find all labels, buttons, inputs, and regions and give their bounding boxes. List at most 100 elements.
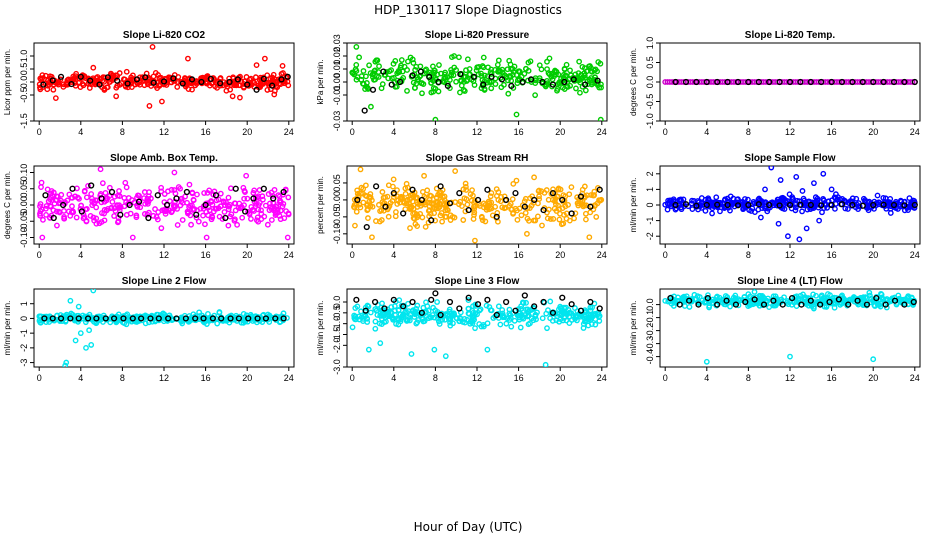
- reference-point: [703, 201, 710, 209]
- panel-title: Slope Li-820 Temp.: [745, 30, 836, 41]
- data-point: [466, 66, 473, 72]
- data-point: [462, 180, 469, 187]
- x-tick-label: 8: [120, 127, 125, 137]
- data-point: [410, 79, 417, 86]
- outlier-point: [432, 116, 439, 121]
- data-point: [101, 85, 108, 92]
- data-point: [553, 317, 560, 324]
- data-point: [372, 306, 379, 312]
- data-point: [880, 296, 887, 303]
- panel-2: Slope Li-820 Pressure 0 4 8 12 16 20 24 -0.03 -0.…: [316, 30, 608, 137]
- data-point: [215, 205, 222, 212]
- x-tick-label: 4: [391, 250, 396, 260]
- data-point: [591, 192, 597, 199]
- y-axis-label: ml/min per min.: [316, 301, 325, 356]
- data-point: [417, 210, 424, 217]
- reference-point: [911, 201, 918, 209]
- data-point: [547, 298, 554, 305]
- data-point: [570, 312, 577, 319]
- y-axis-label: degrees C per min.: [629, 48, 638, 116]
- data-point: [823, 304, 830, 310]
- reference-point: [173, 315, 180, 322]
- reference-point: [577, 193, 585, 200]
- data-point: [450, 320, 456, 327]
- reference-point: [587, 298, 594, 306]
- data-point: [233, 82, 239, 88]
- data-point: [571, 215, 577, 222]
- panel-title: Slope Sample Flow: [744, 153, 835, 164]
- data-point: [479, 63, 486, 69]
- data-point: [559, 84, 566, 91]
- outlier-point: [243, 172, 250, 179]
- data-point: [227, 201, 233, 208]
- data-point: [39, 72, 46, 79]
- data-point: [73, 214, 80, 221]
- data-point: [231, 200, 238, 207]
- data-point: [514, 216, 521, 223]
- data-point: [825, 291, 831, 297]
- reference-point: [262, 315, 270, 322]
- data-point: [598, 84, 604, 91]
- data-point: [505, 90, 512, 97]
- data-point: [727, 303, 733, 310]
- data-point: [379, 189, 386, 195]
- data-point: [136, 192, 142, 199]
- data-point: [785, 301, 792, 308]
- data-point: [548, 73, 555, 80]
- outlier-point: [90, 64, 97, 71]
- data-points: [37, 166, 292, 241]
- data-point: [437, 212, 444, 219]
- data-point: [538, 188, 545, 195]
- reference-point: [68, 80, 75, 88]
- data-point: [751, 289, 758, 295]
- data-point: [702, 298, 708, 305]
- x-tick-label: 0: [37, 127, 42, 137]
- reference-point: [488, 73, 495, 80]
- data-point: [381, 319, 388, 326]
- data-point: [398, 57, 405, 63]
- data-point: [98, 199, 105, 206]
- data-point: [113, 84, 120, 91]
- data-point: [266, 200, 273, 207]
- data-point: [749, 301, 756, 308]
- data-point: [419, 90, 425, 97]
- reference-point: [254, 315, 261, 322]
- data-point: [431, 210, 438, 217]
- reference-point: [260, 75, 267, 82]
- data-point: [172, 190, 179, 197]
- x-tick-label: 24: [284, 250, 294, 260]
- outlier-point: [542, 361, 549, 367]
- data-point: [702, 207, 709, 214]
- data-point: [514, 312, 521, 319]
- y-tick-label: -1.0: [332, 316, 342, 332]
- data-point: [209, 201, 216, 208]
- data-point: [395, 307, 402, 313]
- outlier-point: [229, 93, 236, 100]
- data-point: [428, 89, 435, 96]
- reference-point: [549, 190, 557, 197]
- data-point: [272, 212, 279, 219]
- outlier-point: [39, 234, 46, 241]
- reference-point: [465, 206, 472, 214]
- data-point: [154, 216, 161, 223]
- data-point: [572, 305, 578, 311]
- data-point: [813, 198, 820, 205]
- data-point: [400, 74, 407, 81]
- data-point: [123, 211, 130, 218]
- reference-point: [160, 78, 168, 85]
- reference-point: [207, 75, 214, 82]
- data-point: [203, 208, 210, 215]
- y-axis-label: Licor ppm per min.: [3, 49, 12, 115]
- outlier-point: [171, 169, 178, 176]
- data-point: [808, 200, 815, 207]
- data-point: [374, 312, 381, 318]
- data-point: [268, 189, 275, 196]
- reference-point: [435, 78, 442, 86]
- data-point: [488, 190, 495, 196]
- data-point: [478, 70, 485, 77]
- data-point: [531, 174, 537, 181]
- data-point: [506, 57, 513, 64]
- data-point: [180, 316, 186, 322]
- data-point: [81, 187, 88, 194]
- data-points: [662, 78, 918, 86]
